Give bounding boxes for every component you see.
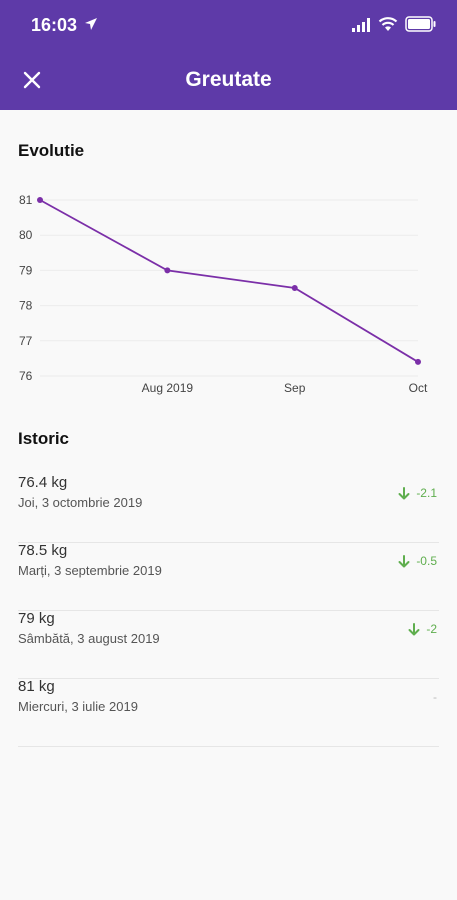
data-point — [291, 285, 298, 291]
y-tick-label: 76 — [19, 369, 33, 383]
weight-change-value: -2 — [426, 622, 437, 636]
history-weight: 76.4 kg — [18, 474, 68, 491]
arrow-down-icon — [398, 486, 410, 499]
close-button[interactable] — [18, 66, 46, 94]
history-weight: 78.5 kg — [18, 542, 68, 559]
close-icon — [23, 71, 41, 89]
x-tick-label: Sep — [284, 381, 306, 395]
y-tick-label: 78 — [19, 299, 33, 313]
y-tick-label: 80 — [19, 228, 33, 242]
history-item[interactable]: 79 kg Sâmbătă, 3 august 2019 -2 — [18, 610, 439, 679]
page-title: Greutate — [185, 68, 272, 91]
history-date: Joi, 3 octombrie 2019 — [18, 495, 143, 510]
history-weight: 79 kg — [18, 610, 55, 627]
weight-change-value: - — [433, 690, 437, 704]
data-point — [164, 267, 171, 274]
evolution-section-title: Evolutie — [18, 141, 85, 160]
data-point — [37, 197, 43, 203]
arrow-down-icon — [398, 554, 410, 567]
arrow-down-icon — [408, 622, 420, 635]
status-time: 16:03 — [31, 15, 78, 35]
weight-change: -0.5 — [398, 554, 437, 568]
y-tick-label: 81 — [19, 193, 33, 207]
y-tick-label: 77 — [19, 334, 33, 348]
y-tick-label: 79 — [19, 263, 33, 277]
history-section-title: Istoric — [18, 429, 70, 448]
history-item[interactable]: 76.4 kg Joi, 3 octombrie 2019 -2.1 — [18, 474, 439, 543]
app-header: 16:03 Greutate — [0, 0, 457, 110]
weight-line-chart: 81 80 79 78 77 76 Aug 2019 Sep Oct — [19, 193, 428, 395]
battery-icon — [405, 16, 436, 32]
history-date: Miercuri, 3 iulie 2019 — [18, 699, 138, 714]
data-point — [415, 358, 421, 365]
series-line — [39, 199, 419, 363]
weight-change: - — [433, 690, 437, 704]
x-tick-label: Oct — [409, 381, 428, 395]
history-item[interactable]: 78.5 kg Marți, 3 septembrie 2019 -0.5 — [18, 542, 439, 611]
history-item[interactable]: 81 kg Miercuri, 3 iulie 2019 - — [18, 678, 439, 747]
weight-change-value: -0.5 — [416, 554, 437, 568]
location-arrow-icon — [85, 18, 97, 30]
history-date: Marți, 3 septembrie 2019 — [18, 563, 162, 578]
weight-change: -2.1 — [398, 486, 437, 500]
history-date: Sâmbătă, 3 august 2019 — [18, 631, 160, 646]
history-weight: 81 kg — [18, 678, 55, 695]
wifi-icon — [378, 17, 398, 31]
weight-change-value: -2.1 — [416, 486, 437, 500]
x-tick-label: Aug 2019 — [142, 381, 194, 395]
status-bar: 16:03 — [0, 0, 457, 50]
cellular-signal-icon — [352, 18, 370, 32]
weight-change: -2 — [408, 622, 437, 636]
